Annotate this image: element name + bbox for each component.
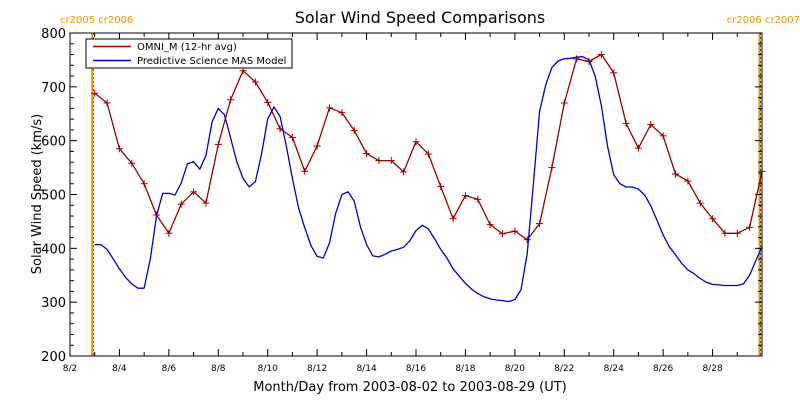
omni-data-point <box>622 119 630 127</box>
y-tick-label: 400 <box>41 242 66 257</box>
y-tick-label: 500 <box>41 189 66 204</box>
x-tick-label: 8/16 <box>406 364 426 374</box>
omni-data-point <box>227 96 235 104</box>
omni-data-point <box>573 55 581 63</box>
x-tick-label: 8/12 <box>307 364 327 374</box>
y-tick-label: 600 <box>41 135 66 150</box>
omni-data-point <box>474 195 482 203</box>
omni-data-point <box>709 215 717 223</box>
legend: OMNI_M (12-hr avg) Predictive Science MA… <box>85 38 293 69</box>
x-tick-label: 8/22 <box>554 364 574 374</box>
omni-data-point <box>326 104 333 112</box>
omni-data-point <box>659 132 667 140</box>
x-tick-label: 8/4 <box>112 364 127 374</box>
x-axis-label: Month/Day from 2003-08-02 to 2003-08-29 … <box>253 380 566 395</box>
omni-data-point <box>449 215 457 223</box>
omni-data-point <box>634 144 642 152</box>
x-tick-label: 8/20 <box>505 364 525 374</box>
omni-data-point <box>165 229 173 237</box>
omni-data-point <box>548 164 556 172</box>
carrington-label-right: cr2006 cr2007 <box>727 15 800 26</box>
carrington-label-left: cr2005 cr2006 <box>60 15 133 26</box>
y-tick-label: 800 <box>41 27 66 42</box>
omni-data-point <box>523 236 531 244</box>
omni-data-point <box>115 145 123 153</box>
omni-data-point <box>560 99 568 107</box>
x-tick-label: 8/6 <box>162 364 177 374</box>
omni-data-point <box>313 142 321 150</box>
plot-frame <box>69 32 763 357</box>
omni-data-point <box>684 177 692 185</box>
mas-series-line <box>94 56 763 303</box>
legend-entry-omni: OMNI_M (12-hr avg) <box>137 42 237 53</box>
x-tick-label: 8/10 <box>258 364 278 374</box>
chart-title: Solar Wind Speed Comparisons <box>295 8 546 27</box>
legend-box <box>85 38 293 69</box>
omni-data-point <box>696 199 704 207</box>
omni-data-point <box>214 140 222 148</box>
omni-data-point <box>610 69 618 77</box>
omni-data-point <box>140 180 148 188</box>
legend-entry-mas: Predictive Science MAS Model <box>137 56 286 67</box>
omni-data-point <box>721 229 729 237</box>
omni-data-point <box>177 200 185 208</box>
omni-data-point <box>288 133 296 141</box>
omni-data-point <box>746 223 754 231</box>
omni-data-point <box>128 159 136 167</box>
omni-data-point <box>733 229 741 237</box>
omni-data-point <box>338 109 346 117</box>
omni-data-point <box>511 227 519 235</box>
omni-data-point <box>387 157 395 165</box>
omni-data-point <box>264 98 272 106</box>
omni-data-point <box>103 99 111 107</box>
omni-data-point <box>647 121 655 129</box>
omni-data-point <box>486 221 494 229</box>
x-tick-label: 8/14 <box>356 364 376 374</box>
omni-data-point <box>251 78 259 86</box>
x-tick-label: 8/2 <box>63 364 77 374</box>
omni-data-point <box>536 220 544 228</box>
x-tick-label: 8/8 <box>211 364 226 374</box>
omni-data-point <box>202 199 210 207</box>
y-tick-label: 700 <box>41 81 66 96</box>
y-tick-label: 300 <box>41 296 66 311</box>
omni-data-point <box>301 167 309 175</box>
omni-data-point <box>375 157 383 165</box>
omni-data-point <box>499 230 506 238</box>
omni-data-point <box>424 150 432 158</box>
x-tick-label: 8/26 <box>653 364 673 374</box>
y-axis-label: Solar Wind Speed (km/s) <box>30 114 45 274</box>
omni-data-point <box>412 138 420 146</box>
x-tick-label: 8/28 <box>702 364 722 374</box>
x-tick-label: 8/18 <box>455 364 475 374</box>
omni-data-point <box>363 150 371 158</box>
omni-data-point <box>437 182 445 190</box>
omni-data-point <box>461 192 469 200</box>
omni-data-point <box>91 89 99 97</box>
omni-data-point <box>400 168 408 176</box>
x-tick-label: 8/24 <box>604 364 624 374</box>
omni-data-point <box>597 51 605 59</box>
y-tick-label: 200 <box>41 350 66 365</box>
omni-data-point <box>190 188 198 196</box>
omni-data-point <box>350 126 358 134</box>
omni-data-point <box>672 170 679 178</box>
